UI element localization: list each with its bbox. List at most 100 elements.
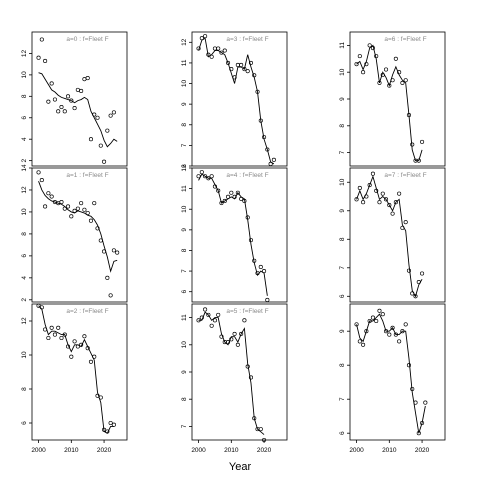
observed-point: [403, 78, 408, 83]
observed-point: [92, 201, 97, 206]
observed-point: [268, 161, 273, 166]
observed-point: [92, 112, 97, 117]
observed-point: [262, 437, 267, 443]
fitted-line: [38, 305, 114, 434]
panel-frame: [349, 31, 446, 167]
observed-point: [43, 58, 48, 63]
panel-frame: [349, 167, 446, 303]
observed-point: [56, 325, 61, 330]
observed-point: [108, 113, 113, 118]
observed-point: [82, 77, 87, 82]
x-axis-label: Year: [229, 461, 252, 473]
observed-point: [248, 238, 254, 243]
observed-point: [212, 184, 217, 189]
observed-point: [239, 62, 244, 68]
panel-6: 7 8 9 10 11 a=6 : f=Fleet F: [339, 31, 446, 167]
observed-point: [59, 335, 64, 341]
observed-point: [82, 334, 87, 339]
y-tick-label: 10: [339, 178, 346, 186]
x-tick-label: 2000: [31, 447, 46, 454]
observed-point: [271, 157, 276, 162]
observed-point: [98, 395, 103, 400]
observed-point: [361, 70, 366, 75]
observed-point: [65, 344, 71, 349]
observed-point: [374, 54, 379, 59]
observed-point: [75, 206, 80, 211]
y-tick-label: 10: [181, 341, 188, 349]
x-tick-label: 2020: [257, 447, 272, 454]
observed-point: [59, 104, 64, 110]
observed-point: [79, 342, 84, 347]
observed-point: [265, 297, 270, 302]
y-tick-label: 6: [21, 116, 28, 120]
panel-frame: [31, 167, 128, 303]
y-tick-label: 9: [339, 329, 346, 333]
observed-point: [370, 171, 375, 176]
observed-point: [387, 203, 392, 208]
observed-point: [46, 191, 51, 196]
x-tick-label: 2020: [97, 447, 112, 454]
y-tick-label: 8: [181, 123, 188, 127]
observed-point: [370, 46, 375, 51]
observed-point: [252, 258, 257, 263]
y-tick-label: 9: [181, 102, 188, 106]
observed-point: [235, 190, 240, 195]
observed-point: [364, 62, 369, 67]
observed-point: [416, 431, 421, 436]
y-tick-label: 7: [339, 266, 346, 270]
observed-point: [102, 427, 107, 432]
observed-point: [242, 198, 247, 204]
observed-point: [380, 312, 385, 317]
observed-point: [85, 210, 90, 216]
observed-point: [232, 75, 237, 80]
observed-point: [216, 188, 221, 193]
panel-grid: 2 4 6 8 10 12 a=0 : f=Fleet F 2 4 6 8 10 12 14 a=1 : f…: [21, 31, 446, 454]
panel-5: 7 8 9 10 11 2000 2010 2020 a=5 : f=Fleet F: [181, 303, 288, 454]
observed-point: [367, 43, 372, 48]
observed-point: [222, 48, 227, 53]
observed-point: [36, 55, 41, 60]
observed-point: [262, 269, 267, 274]
observed-point: [262, 135, 267, 140]
observed-point: [49, 194, 54, 199]
observed-point: [245, 364, 250, 369]
y-tick-label: 11: [339, 42, 346, 49]
observed-point: [383, 67, 389, 72]
panel-8: 6 7 8 9 2000 2010 2020: [339, 303, 446, 454]
y-tick-label: 11: [181, 185, 188, 192]
observed-point: [62, 206, 67, 211]
y-tick-label: 10: [21, 208, 28, 216]
y-tick-label: 7: [339, 397, 346, 401]
x-tick-label: 2010: [382, 447, 397, 454]
y-tick-label: 10: [181, 80, 188, 88]
observed-point: [111, 110, 116, 115]
panel-2: 6 8 10 12 2000 2010 2020 a=2 : f=Fleet F: [21, 303, 128, 454]
observed-point: [245, 69, 250, 74]
observed-point: [108, 293, 113, 298]
observed-point: [397, 191, 402, 196]
observed-point: [212, 46, 217, 51]
y-tick-label: 9: [181, 228, 188, 232]
observed-point: [69, 214, 74, 219]
observed-point: [413, 294, 418, 299]
observed-point: [406, 113, 412, 118]
observed-point: [235, 62, 240, 68]
observed-point: [85, 76, 90, 81]
observed-point: [209, 323, 214, 328]
fitted-line: [356, 175, 423, 298]
observed-point: [357, 339, 362, 344]
observed-point: [105, 128, 110, 133]
y-tick-label: 12: [21, 186, 28, 194]
observed-point: [62, 109, 67, 114]
x-tick-label: 2010: [224, 447, 239, 454]
observed-point: [102, 249, 107, 254]
y-tick-label: 11: [181, 314, 188, 321]
panel-label: a=6 : f=Fleet F: [384, 36, 426, 43]
observed-point: [56, 109, 61, 114]
observed-point: [69, 98, 74, 103]
observed-point: [229, 337, 234, 342]
observed-point: [199, 170, 204, 175]
observed-point: [196, 46, 201, 51]
y-tick-label: 8: [339, 124, 346, 128]
